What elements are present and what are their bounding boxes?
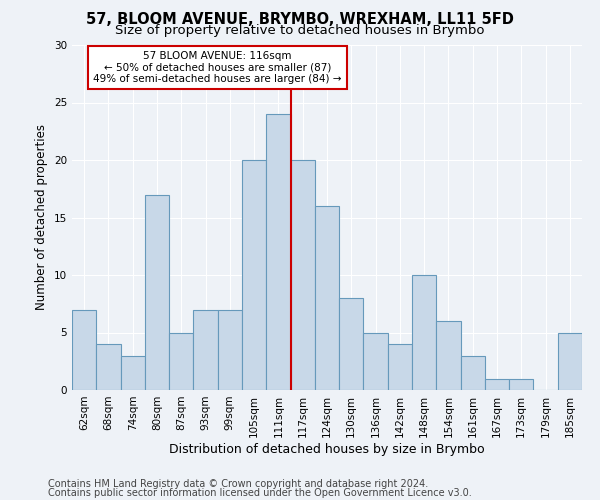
Bar xyxy=(388,344,412,390)
Bar xyxy=(72,310,96,390)
Bar xyxy=(242,160,266,390)
Bar xyxy=(485,378,509,390)
Bar xyxy=(461,356,485,390)
X-axis label: Distribution of detached houses by size in Brymbo: Distribution of detached houses by size … xyxy=(169,442,485,456)
Text: Contains public sector information licensed under the Open Government Licence v3: Contains public sector information licen… xyxy=(48,488,472,498)
Bar xyxy=(169,332,193,390)
Bar xyxy=(96,344,121,390)
Bar xyxy=(145,194,169,390)
Bar xyxy=(436,321,461,390)
Bar xyxy=(266,114,290,390)
Bar xyxy=(290,160,315,390)
Y-axis label: Number of detached properties: Number of detached properties xyxy=(35,124,49,310)
Text: 57 BLOOM AVENUE: 116sqm
← 50% of detached houses are smaller (87)
49% of semi-de: 57 BLOOM AVENUE: 116sqm ← 50% of detache… xyxy=(94,51,342,84)
Bar xyxy=(339,298,364,390)
Bar xyxy=(315,206,339,390)
Bar xyxy=(509,378,533,390)
Bar xyxy=(193,310,218,390)
Bar xyxy=(121,356,145,390)
Text: 57, BLOOM AVENUE, BRYMBO, WREXHAM, LL11 5FD: 57, BLOOM AVENUE, BRYMBO, WREXHAM, LL11 … xyxy=(86,12,514,28)
Bar xyxy=(218,310,242,390)
Text: Size of property relative to detached houses in Brymbo: Size of property relative to detached ho… xyxy=(115,24,485,37)
Bar xyxy=(558,332,582,390)
Text: Contains HM Land Registry data © Crown copyright and database right 2024.: Contains HM Land Registry data © Crown c… xyxy=(48,479,428,489)
Bar xyxy=(364,332,388,390)
Bar xyxy=(412,275,436,390)
